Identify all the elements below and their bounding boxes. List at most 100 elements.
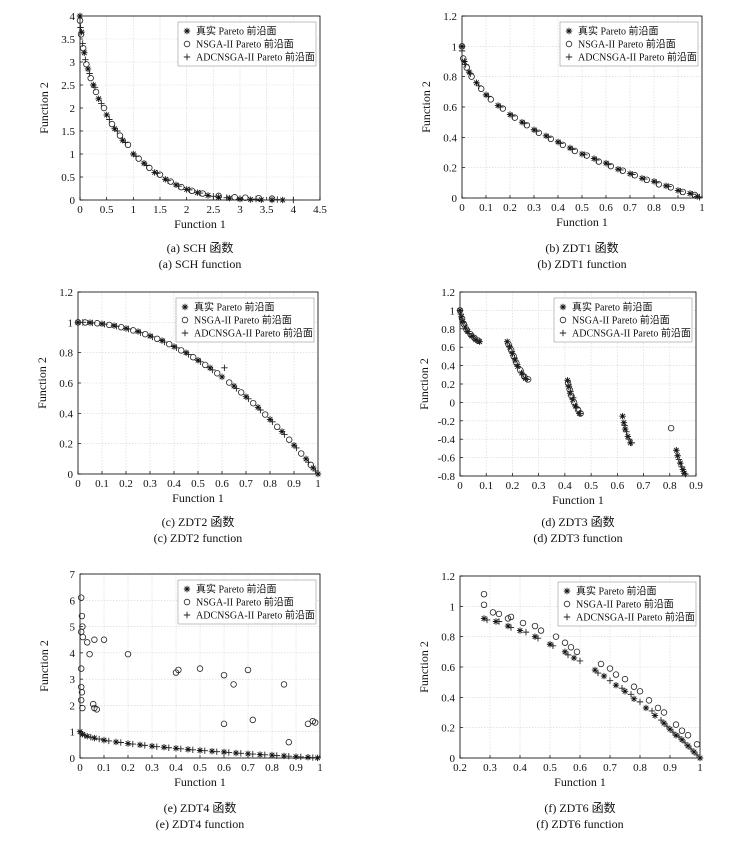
- data-point: [674, 452, 681, 459]
- legend-box: [557, 581, 697, 627]
- data-point: [79, 45, 87, 52]
- legend-marker: [559, 316, 567, 324]
- data-point: [249, 750, 256, 758]
- data-point: [77, 24, 84, 31]
- x-tick-label: 0: [77, 204, 83, 216]
- data-point: [247, 196, 254, 203]
- data-point: [523, 376, 531, 383]
- data-point: [456, 307, 464, 314]
- data-point: [636, 698, 644, 706]
- x-tick-label: 0.5: [193, 762, 207, 774]
- data-point: [657, 716, 665, 724]
- x-tick-label: 0.8: [633, 762, 647, 774]
- data-point: [178, 183, 185, 191]
- data-point: [225, 749, 232, 756]
- legend-label: NSGA-II Pareto 前沿面: [572, 314, 670, 327]
- caption-f-cn: (f) ZDT6 函数: [544, 801, 616, 815]
- data-point: [89, 319, 96, 327]
- y-tick-label: 0.4: [443, 132, 457, 144]
- x-tick-label: 0.7: [637, 480, 651, 492]
- y-tick-label: 0.6: [441, 342, 455, 354]
- y-tick-label: 0.8: [443, 72, 457, 84]
- data-point: [266, 416, 274, 423]
- x-tick-label: 0.9: [671, 202, 685, 214]
- data-point: [101, 320, 108, 328]
- legend-box: [177, 579, 317, 625]
- data-point: [663, 722, 671, 730]
- data-point: [576, 657, 584, 665]
- data-point: [612, 671, 620, 678]
- y-tick-label: 0.4: [441, 692, 455, 704]
- data-point: [215, 192, 222, 200]
- data-point: [112, 738, 120, 746]
- y-tick-label: 1.2: [443, 11, 457, 23]
- data-point: [475, 82, 482, 89]
- data-point: [665, 183, 672, 190]
- data-point: [182, 349, 190, 356]
- data-point: [201, 747, 208, 754]
- legend-label: NSGA-II Pareto 前沿面: [578, 38, 676, 51]
- legend-box: [175, 297, 315, 343]
- data-point: [293, 444, 300, 452]
- x-axis-label: Function 1: [174, 775, 226, 789]
- data-point: [514, 363, 521, 370]
- data-point: [480, 591, 488, 598]
- caption-a-cn: (a) SCH 函数: [166, 241, 234, 255]
- legend-label: ADCNSGA-II Pareto 前沿面: [572, 327, 691, 340]
- data-point: [279, 196, 286, 204]
- data-point: [630, 683, 638, 690]
- data-point: [254, 404, 262, 411]
- x-tick-label: 0.3: [532, 480, 546, 492]
- caption-d: (d) ZDT3 函数 (d) ZDT3 function: [428, 514, 728, 546]
- series-circle: [77, 594, 319, 746]
- data-point: [268, 195, 276, 202]
- data-point: [561, 639, 569, 646]
- data-point: [557, 140, 564, 147]
- y-tick-label: 1.5: [61, 126, 75, 138]
- data-point: [78, 729, 85, 737]
- data-point: [233, 385, 240, 392]
- data-point: [686, 190, 694, 197]
- y-tick-label: 0.6: [441, 662, 455, 674]
- data-point: [473, 79, 480, 86]
- data-point: [106, 116, 113, 123]
- y-tick-label: 0: [70, 195, 76, 207]
- data-point: [669, 729, 677, 736]
- data-point: [117, 323, 125, 331]
- data-point: [458, 43, 466, 50]
- data-point: [175, 666, 182, 674]
- data-point: [469, 333, 477, 341]
- data-point: [570, 399, 578, 406]
- caption-e-cn: (e) ZDT4 函数: [163, 801, 237, 815]
- data-point: [77, 696, 85, 704]
- data-point: [196, 665, 204, 672]
- data-point: [91, 734, 98, 742]
- data-point: [678, 736, 686, 743]
- chart-4: 0 0.1 0.2 0.3 0.4 0.5 0.6 0.7 0.8 0.9 -0.8 -0.6 -0.4…: [417, 287, 703, 507]
- data-point: [189, 354, 197, 361]
- data-point: [153, 743, 160, 750]
- data-point: [77, 31, 85, 38]
- x-tick-label: 0.9: [663, 762, 677, 774]
- data-point: [151, 169, 158, 176]
- data-point: [625, 436, 633, 443]
- legend-label: ADCNSGA-II Pareto 前沿面: [578, 51, 697, 64]
- y-tick-label: 0.6: [443, 102, 457, 114]
- y-tick-label: -0.8: [438, 471, 456, 483]
- y-tick-label: 4: [70, 648, 76, 660]
- x-tick-label: 4: [291, 204, 297, 216]
- data-point: [230, 382, 238, 390]
- data-point: [249, 716, 256, 724]
- data-point: [606, 665, 614, 672]
- x-axis-label: Function 1: [554, 775, 606, 789]
- y-tick-label: 0: [450, 753, 456, 765]
- data-point: [508, 348, 516, 355]
- data-point: [79, 731, 86, 738]
- data-point: [468, 332, 475, 340]
- data-point: [507, 346, 515, 354]
- x-tick-label: 0.3: [143, 478, 157, 490]
- y-tick-label: 2: [70, 103, 76, 115]
